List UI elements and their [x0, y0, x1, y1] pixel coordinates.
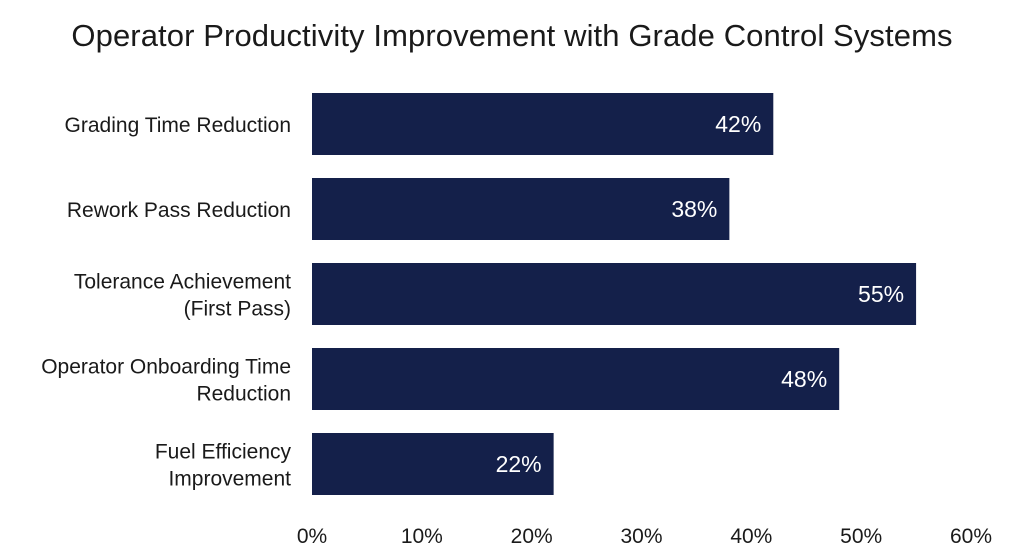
- data-label-3: 55%: [858, 281, 904, 307]
- x-tick-label-40: 40%: [730, 525, 772, 548]
- bar-3: [312, 263, 917, 325]
- category-label-line: Operator Onboarding Time: [41, 356, 291, 379]
- category-label-line: Tolerance Achievement: [74, 271, 291, 294]
- chart-title: Operator Productivity Improvement with G…: [71, 18, 953, 53]
- category-label-line: Improvement: [168, 468, 291, 491]
- bars-layer: [312, 93, 917, 495]
- bar-1: [312, 93, 774, 155]
- category-label-3: Tolerance Achievement (First Pass): [74, 271, 291, 321]
- data-labels: 42% 38% 55% 48% 22%: [496, 111, 904, 477]
- x-axis-ticks: 0% 10% 20% 30% 40% 50% 60%: [297, 525, 992, 548]
- x-tick-label-10: 10%: [401, 525, 443, 548]
- category-label-5: Fuel Efficiency Improvement: [155, 441, 292, 491]
- category-label-line: Reduction: [196, 383, 291, 406]
- category-labels: Grading Time Reduction Rework Pass Reduct…: [41, 114, 291, 491]
- data-label-4: 48%: [781, 366, 827, 392]
- bar-4: [312, 348, 840, 410]
- bar-2: [312, 178, 730, 240]
- data-label-5: 22%: [496, 451, 542, 477]
- x-tick-label-20: 20%: [511, 525, 553, 548]
- x-tick-label-30: 30%: [620, 525, 662, 548]
- data-label-1: 42%: [715, 111, 761, 137]
- category-label-line: Grading Time Reduction: [65, 114, 291, 137]
- category-label-line: Rework Pass Reduction: [67, 199, 291, 222]
- data-label-2: 38%: [671, 196, 717, 222]
- bar-5: [312, 433, 554, 495]
- category-label-line: Fuel Efficiency: [155, 441, 292, 464]
- x-tick-label-0: 0%: [297, 525, 327, 548]
- category-label-1: Grading Time Reduction: [65, 114, 291, 137]
- category-label-4: Operator Onboarding Time Reduction: [41, 356, 291, 406]
- x-tick-label-50: 50%: [840, 525, 882, 548]
- category-label-2: Rework Pass Reduction: [67, 199, 291, 222]
- x-tick-label-60: 60%: [950, 525, 992, 548]
- category-label-line: (First Pass): [184, 298, 291, 321]
